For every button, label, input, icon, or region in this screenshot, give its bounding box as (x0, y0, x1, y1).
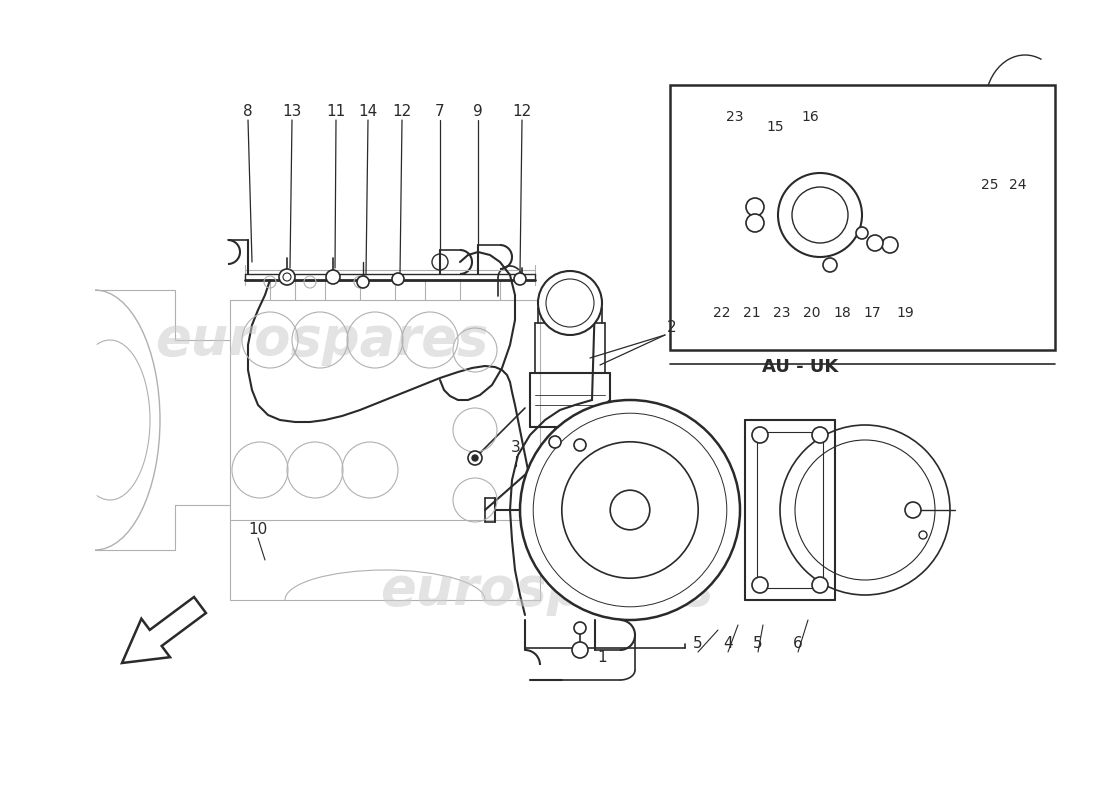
Circle shape (538, 271, 602, 335)
Text: 12: 12 (393, 105, 411, 119)
Text: 6: 6 (793, 637, 803, 651)
Text: 24: 24 (1010, 178, 1026, 192)
Text: 9: 9 (473, 105, 483, 119)
Circle shape (326, 270, 340, 284)
Text: 7: 7 (436, 105, 444, 119)
Text: 17: 17 (864, 306, 881, 320)
Circle shape (514, 273, 526, 285)
Text: 1: 1 (597, 650, 607, 666)
Text: eurospares: eurospares (379, 564, 714, 616)
Circle shape (572, 642, 588, 658)
Circle shape (610, 490, 650, 530)
Text: eurospares: eurospares (155, 314, 488, 366)
Circle shape (778, 173, 862, 257)
Bar (670, 85, 1055, 350)
Circle shape (472, 455, 478, 461)
Circle shape (856, 227, 868, 239)
Circle shape (792, 187, 848, 243)
Circle shape (549, 436, 561, 448)
Text: AU - UK: AU - UK (762, 358, 838, 376)
Circle shape (812, 427, 828, 443)
Text: 25: 25 (981, 178, 999, 192)
Circle shape (746, 198, 764, 216)
Text: 8: 8 (243, 105, 253, 119)
Circle shape (358, 276, 368, 288)
Text: 3: 3 (512, 441, 521, 455)
Text: 23: 23 (773, 306, 791, 320)
Text: 10: 10 (249, 522, 267, 538)
Circle shape (562, 442, 698, 578)
Text: 2: 2 (668, 321, 676, 335)
FancyArrow shape (122, 597, 206, 663)
Text: 11: 11 (327, 105, 345, 119)
Text: 5: 5 (754, 637, 762, 651)
Text: 14: 14 (359, 105, 377, 119)
Text: 20: 20 (803, 306, 821, 320)
Text: 18: 18 (833, 306, 851, 320)
Circle shape (752, 427, 768, 443)
Circle shape (823, 258, 837, 272)
Text: 19: 19 (896, 306, 914, 320)
Circle shape (918, 531, 927, 539)
Circle shape (279, 269, 295, 285)
Circle shape (574, 439, 586, 451)
Text: 5: 5 (693, 637, 703, 651)
Circle shape (468, 451, 482, 465)
Circle shape (746, 214, 764, 232)
Text: 23: 23 (726, 110, 744, 124)
Text: 22: 22 (713, 306, 730, 320)
Circle shape (882, 237, 898, 253)
Text: 4: 4 (723, 637, 733, 651)
Text: 12: 12 (513, 105, 531, 119)
Circle shape (574, 622, 586, 634)
Circle shape (752, 577, 768, 593)
Circle shape (867, 235, 883, 251)
Text: 16: 16 (801, 110, 818, 124)
Circle shape (392, 273, 404, 285)
Circle shape (520, 400, 740, 620)
Text: 21: 21 (744, 306, 761, 320)
Circle shape (905, 502, 921, 518)
Text: 15: 15 (767, 120, 784, 134)
Text: 13: 13 (283, 105, 301, 119)
Circle shape (812, 577, 828, 593)
